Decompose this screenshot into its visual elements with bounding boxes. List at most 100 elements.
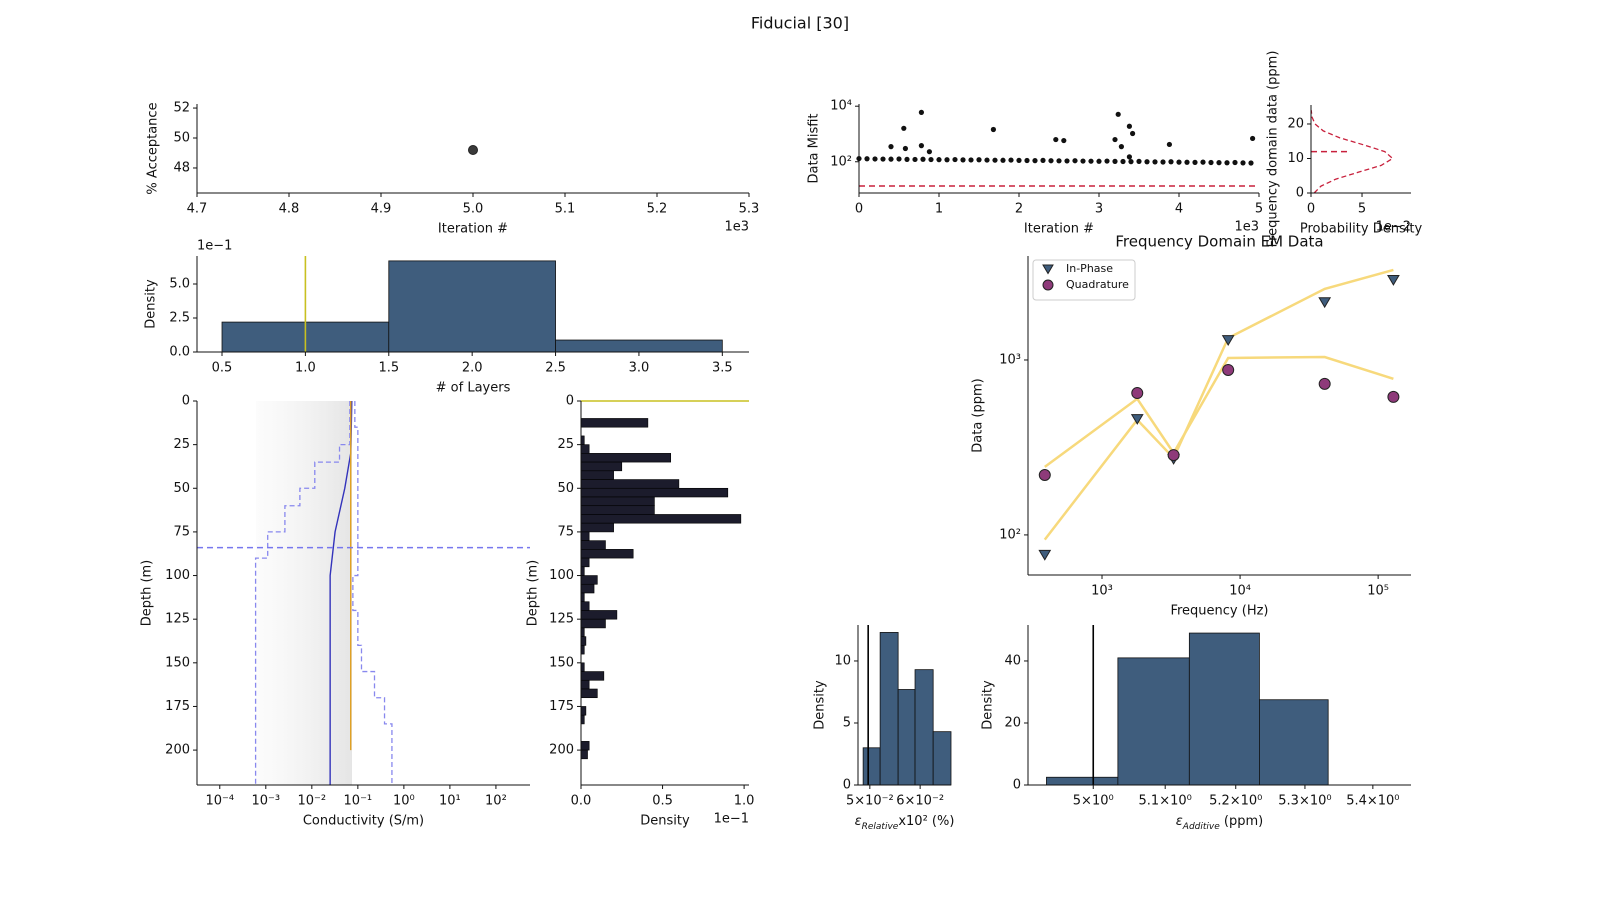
y-tick-label: 200 [165, 743, 190, 758]
data-line [254, 401, 351, 785]
point [1221, 335, 1235, 346]
point [1104, 158, 1110, 164]
point [872, 156, 878, 162]
point [1318, 297, 1332, 309]
x-tick-label: 5 [1358, 202, 1366, 217]
point [1088, 158, 1094, 164]
y-tick-label: 10³ [999, 352, 1021, 367]
x-offset-label: 1e−1 [714, 812, 749, 827]
point [1318, 377, 1331, 390]
point [952, 156, 958, 163]
point [918, 143, 925, 149]
x-tick-label: 5.3×10⁰ [1278, 794, 1331, 809]
x-tick-label: 10⁵ [1367, 584, 1389, 599]
point [920, 156, 926, 162]
x-tick-label: 1.0 [295, 361, 316, 376]
y-tick-label: 10 [1287, 151, 1304, 166]
point [1048, 158, 1054, 164]
x-tick-label: 3.5 [712, 361, 733, 376]
bar [580, 741, 590, 751]
y-tick-label: 150 [549, 655, 574, 670]
legend-box [1032, 259, 1136, 301]
y-tick-label: 0 [1296, 186, 1304, 201]
label-part: Additive [1182, 822, 1220, 832]
x-tick-label: 10² [485, 794, 507, 809]
x-axis-label: Density [640, 814, 690, 829]
point [864, 156, 870, 162]
bar [580, 487, 729, 498]
data-line [1044, 355, 1394, 468]
y-tick-label: 0.0 [169, 345, 190, 360]
bar [879, 632, 899, 786]
x-tick-label: 10¹ [439, 794, 461, 809]
point [1008, 157, 1014, 163]
point [1200, 159, 1206, 165]
x-tick-label: 5.3 [739, 202, 760, 217]
bar [388, 260, 556, 353]
point [912, 156, 918, 163]
point [960, 157, 966, 163]
bar [580, 479, 680, 489]
x-tick-label: 5.2×10⁰ [1209, 794, 1262, 809]
y-tick-label: 50 [557, 481, 574, 496]
posterior-shading [256, 401, 352, 785]
point [1240, 160, 1246, 166]
bar [580, 671, 605, 681]
bar [580, 749, 588, 760]
bar [1046, 776, 1119, 786]
point [888, 144, 894, 150]
point [1056, 158, 1062, 164]
x-tick-label: 0 [855, 202, 863, 217]
label-part: x10² (%) [898, 814, 954, 829]
x-tick-label: 3 [1095, 202, 1103, 217]
bar [580, 531, 590, 541]
x-tick-label: 5 [1255, 202, 1263, 217]
point [1024, 157, 1030, 164]
bar [580, 601, 590, 611]
point [1152, 159, 1158, 165]
x-tick-label: 10⁴ [1229, 584, 1251, 599]
legend-marker [1042, 264, 1054, 275]
bar [580, 505, 655, 515]
bar [1117, 657, 1190, 786]
x-axis-label: Iteration # [1024, 222, 1094, 237]
bar [580, 514, 742, 524]
point [1250, 135, 1256, 142]
point [888, 156, 894, 162]
point [1216, 160, 1222, 166]
point [1112, 136, 1118, 143]
y-tick-label: 25 [173, 437, 190, 452]
x-tick-label: 0 [1307, 202, 1315, 217]
point [1232, 159, 1238, 166]
x-tick-label: 5.4×10⁰ [1346, 794, 1399, 809]
x-tick-label: 4.9 [371, 202, 392, 217]
point [904, 156, 910, 162]
bar [1188, 632, 1260, 786]
y-tick-label: 5 [843, 715, 851, 730]
point [1166, 141, 1172, 148]
x-tick-label: 4 [1175, 202, 1183, 217]
bar [580, 679, 590, 690]
bar [580, 575, 598, 585]
y-tick-label: 125 [165, 612, 190, 627]
x-tick-label: 6×10⁻² [896, 794, 944, 809]
point [1167, 449, 1180, 462]
y-tick-label: 50 [173, 481, 190, 496]
data-line [1043, 268, 1394, 541]
x-axis-label: Iteration # [438, 222, 508, 237]
point [1144, 159, 1150, 165]
y-tick-label: 125 [549, 612, 574, 627]
point [1118, 144, 1124, 150]
y-tick-label: 20 [1004, 715, 1021, 730]
y-axis-label: Frequency domain data (ppm) [1266, 51, 1281, 248]
y-axis-label: Depth (m) [140, 560, 155, 627]
point [1168, 159, 1174, 165]
point [896, 156, 902, 162]
bar [580, 636, 587, 646]
bar [862, 747, 881, 786]
x-tick-label: 10⁰ [393, 794, 415, 809]
chart-title: Frequency Domain EM Data [1115, 233, 1323, 251]
y-axis-label: Density [144, 279, 159, 329]
label-part: (ppm) [1220, 814, 1263, 829]
